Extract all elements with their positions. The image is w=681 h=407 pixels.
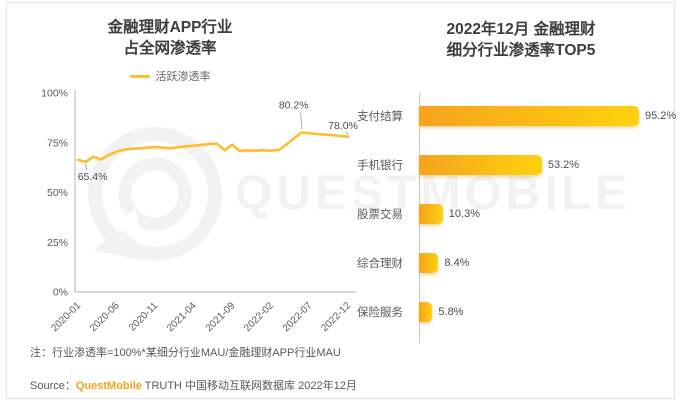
x-tick-label: 2021-04	[165, 300, 199, 334]
page-border-frame	[6, 2, 675, 399]
data-point-label: 65.4%	[78, 171, 108, 183]
y-tick-label: 50%	[47, 187, 68, 199]
bar-row: 手机银行 53.2%	[357, 140, 677, 189]
x-tick-label: 2022-02	[242, 300, 276, 334]
bar-category-label: 股票交易	[357, 208, 403, 221]
bar-chart-plot: 支付结算 95.2% 手机银行 53.2% 股票交易 10.3% 综合理财 8.4% 保险服务 5…	[357, 91, 677, 343]
bar-chart-title-line2: 细分行业渗透率TOP5	[446, 42, 596, 59]
questmobile-logo-watermark-icon	[88, 127, 222, 261]
line-chart-legend: 活跃渗透率	[45, 68, 295, 84]
penetration-line-series	[76, 131, 350, 164]
x-tick-label: 2020-06	[88, 300, 122, 334]
data-point-label: 78.0%	[328, 120, 358, 132]
bar-row: 股票交易 10.3%	[357, 189, 677, 238]
bar-row: 综合理财 8.4%	[357, 238, 677, 287]
y-tick-label: 0%	[53, 287, 68, 299]
annotation-leader-line	[345, 131, 349, 136]
x-tick-label: 2022-12	[319, 300, 353, 334]
annotation-leader-line	[85, 163, 88, 171]
bar-segment	[419, 203, 443, 224]
bar-row: 支付结算 95.2%	[357, 91, 677, 140]
line-chart-title-line1: 金融理财APP行业	[107, 19, 233, 36]
annotation-leader-line	[300, 112, 303, 130]
bar-segment	[419, 301, 433, 322]
footnote: 注：行业渗透率=100%*某细分行业MAU/金融理财APP行业MAU	[30, 347, 341, 359]
bar-row: 保险服务 5.8%	[357, 287, 677, 336]
bar-value-label: 53.2%	[547, 158, 580, 171]
x-tick-label: 2020-11	[127, 300, 161, 334]
source-suffix: TRUTH 中国移动互联网数据库 2022年12月	[141, 380, 357, 392]
legend-line-swatch-icon	[129, 74, 150, 78]
legend-label: 活跃渗透率	[155, 71, 211, 83]
bar-segment	[419, 105, 639, 126]
bar-category-label: 手机银行	[357, 159, 403, 172]
bar-segment	[419, 252, 439, 273]
bar-value-label: 8.4%	[444, 256, 470, 269]
y-tick-label: 25%	[47, 237, 68, 249]
y-tick-label: 75%	[47, 137, 68, 149]
bar-value-label: 10.3%	[448, 207, 480, 220]
bar-category-label: 支付结算	[357, 110, 403, 123]
bar-category-label: 综合理财	[357, 257, 403, 270]
line-chart-title: 金融理财APP行业 占全网渗透率	[45, 17, 295, 59]
bar-segment	[419, 154, 542, 175]
bar-category-label: 保险服务	[357, 306, 403, 319]
source-brand: QuestMobile	[75, 380, 142, 392]
x-tick-label: 2021-09	[204, 300, 238, 334]
bar-value-label: 95.2%	[645, 109, 677, 122]
y-tick-label: 100%	[41, 88, 68, 100]
data-point-label: 80.2%	[279, 99, 309, 111]
source-prefix: Source：	[30, 380, 76, 392]
x-tick-label: 2020-01	[49, 300, 83, 334]
bar-chart-title: 2022年12月 金融理财 细分行业渗透率TOP5	[411, 19, 631, 61]
x-tick-label: 2022-07	[281, 300, 315, 334]
bar-chart-title-line1: 2022年12月 金融理财	[446, 21, 596, 38]
line-chart-title-line2: 占全网渗透率	[123, 40, 217, 57]
bar-value-label: 5.8%	[438, 305, 464, 318]
line-chart-plot: 100%75%50%25%0%2020-01 2020-06 2020-11 2021…	[41, 88, 358, 335]
source-line: Source：QuestMobile TRUTH 中国移动互联网数据库 2022…	[30, 377, 357, 393]
